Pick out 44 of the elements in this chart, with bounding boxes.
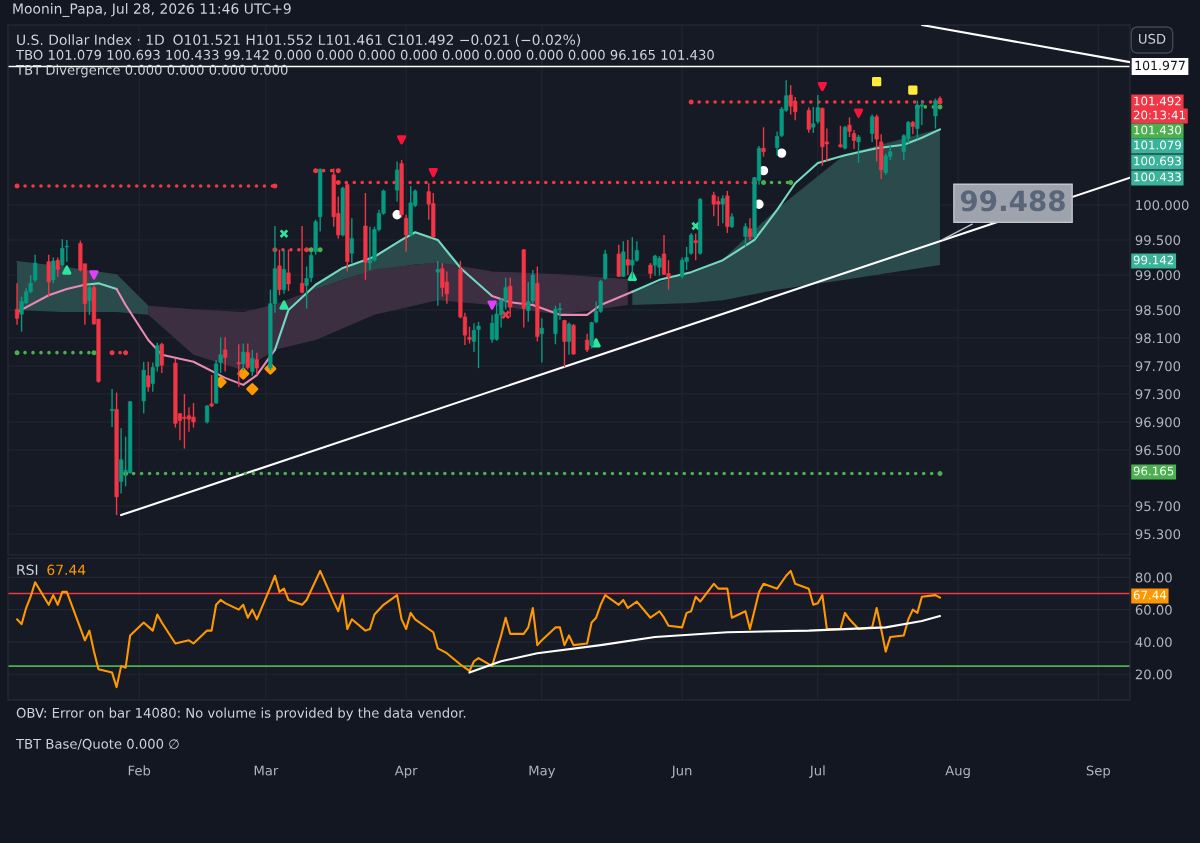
text: 100.433 xyxy=(1134,172,1181,182)
y-tick-label: 40.00 xyxy=(1135,637,1172,648)
text: U.S. Dollar Index · 1D xyxy=(17,34,164,46)
x-tick-label: Apr xyxy=(394,765,418,779)
y-tick-label: 97.300 xyxy=(1135,389,1181,400)
text: 101.430 xyxy=(1134,125,1182,135)
text: 101.492 xyxy=(1134,96,1181,106)
y-tick-label: 96.900 xyxy=(1135,417,1181,428)
y-tick-label: 98.100 xyxy=(1135,333,1181,344)
y-tick-label: 60.00 xyxy=(1135,604,1172,615)
y-tick-label: 95.700 xyxy=(1135,501,1181,512)
y-tick-label: 100.000 xyxy=(1136,200,1189,211)
y-tick-label: 80.00 xyxy=(1135,572,1172,583)
text: OBV: Error on bar 14080: No volume is provided by the data vendor. xyxy=(16,707,466,721)
text: 67.44 xyxy=(1133,590,1167,600)
x-tick-label: Mar xyxy=(254,765,279,776)
x-tick-label: Feb xyxy=(128,765,151,776)
x-tick-label: Jun xyxy=(671,765,692,778)
x-tick-label: Aug xyxy=(945,765,970,779)
ref-line-label: 101.977 xyxy=(1135,60,1185,71)
text: 101.079 xyxy=(1134,140,1181,150)
text: 100.693 xyxy=(1134,156,1181,166)
text: Moonin_Papa, Jul 28, 2026 11:46 UTC+9 xyxy=(13,3,291,17)
y-tick-label: 99.000 xyxy=(1135,270,1181,281)
y-tick-label: 98.500 xyxy=(1135,305,1181,316)
annotation: O101.521 H101.552 L101.461 C101.492 −0.021 (−0.02%) xyxy=(173,34,581,47)
text: 99.142 xyxy=(1133,255,1174,265)
text: 96.165 xyxy=(1133,466,1174,476)
chart-title: RSI xyxy=(17,564,38,576)
annotation: 99.488 xyxy=(960,190,1065,212)
y-tick-label: 96.500 xyxy=(1135,445,1181,456)
annotation: TBO 101.079 100.693 100.433 99.142 0.000 0.000 0.000 0.000 0.000 0.000 0.000 0.000 96.165 101.430 xyxy=(15,49,714,60)
text: USD xyxy=(1139,33,1166,44)
y-tick-label: 95.300 xyxy=(1135,529,1181,540)
y-tick-label: 20.00 xyxy=(1135,669,1172,680)
text: TBT Base/Quote 0.000 ∅ xyxy=(15,738,179,751)
x-tick-label: Jul xyxy=(809,765,825,778)
y-tick-label: 97.700 xyxy=(1135,361,1181,372)
annotation: TBT Divergence 0.000 0.000 0.000 0.000 xyxy=(15,64,288,78)
annotation: 67.44 xyxy=(47,564,86,576)
text: 20:13:41 xyxy=(1133,110,1185,120)
y-tick-label: 99.500 xyxy=(1135,235,1181,246)
x-tick-label: May xyxy=(529,765,556,779)
x-tick-label: Sep xyxy=(1086,765,1111,779)
